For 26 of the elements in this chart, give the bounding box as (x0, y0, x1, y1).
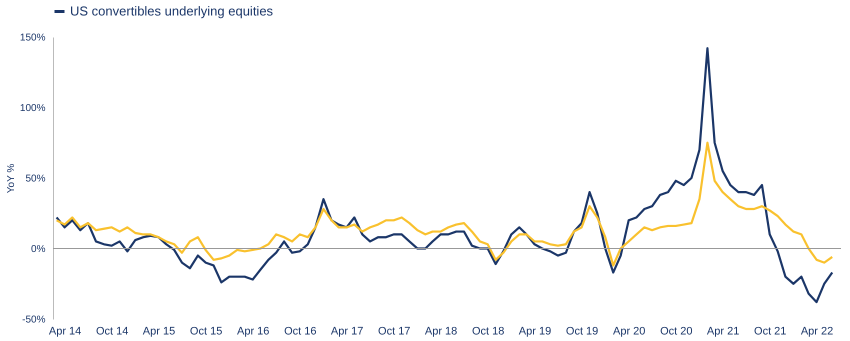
legend-label: US convertibles underlying equities (70, 4, 274, 18)
line-series (56, 142, 834, 267)
x-tick-label: Oct 15 (190, 326, 222, 338)
y-tick-label: 0% (31, 244, 46, 255)
x-tick-label: Oct 20 (660, 326, 692, 338)
x-tick-label: Oct 21 (754, 326, 786, 338)
x-tick-label: Apr 17 (330, 326, 364, 338)
x-tick-label: Apr 14 (48, 326, 82, 338)
y-tick-label: -50% (22, 314, 46, 326)
x-tick-label: Oct 17 (378, 326, 410, 338)
x-tick-label: Apr 19 (518, 326, 552, 338)
x-tick-label: Apr 15 (142, 326, 176, 338)
x-tick-label: Apr 22 (800, 326, 834, 338)
x-tick-label: Apr 21 (706, 326, 740, 338)
y-axis-title: YoY % (6, 164, 17, 194)
x-tick-label: Oct 14 (96, 326, 128, 338)
x-tick-label: Apr 18 (424, 326, 458, 338)
line-series (56, 47, 834, 304)
x-tick-label: Oct 16 (284, 326, 316, 338)
x-tick-label: Apr 16 (236, 326, 270, 338)
x-tick-label: Apr 20 (612, 326, 646, 338)
x-tick-label: Oct 18 (472, 326, 504, 338)
x-tick-label: Oct 19 (566, 326, 598, 338)
y-tick-label: 50% (25, 174, 46, 184)
y-tick-label: 100% (20, 103, 46, 114)
y-tick-label: 150% (20, 32, 46, 44)
